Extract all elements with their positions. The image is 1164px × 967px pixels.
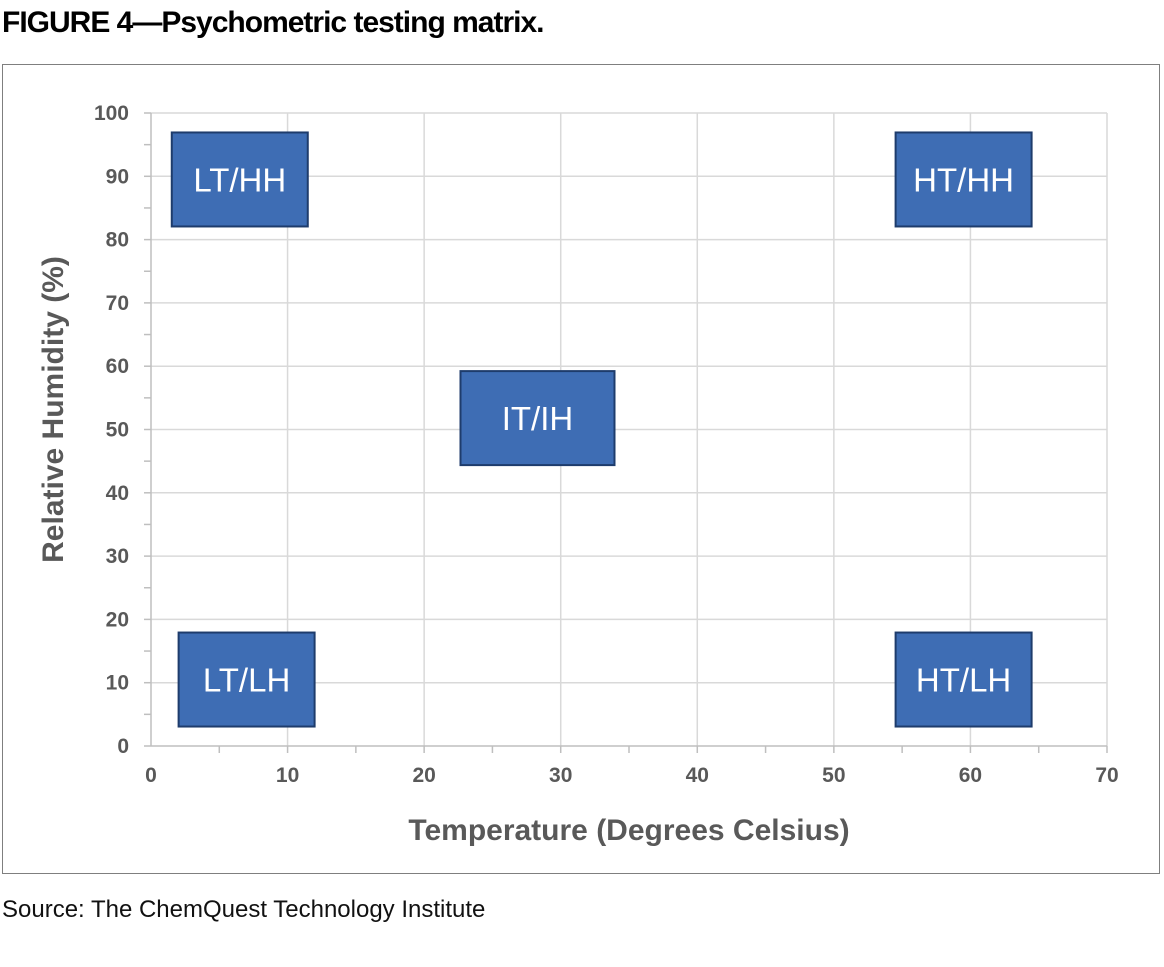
- condition-box-rect: [459, 370, 616, 467]
- condition-box-label: LT/HH: [193, 161, 286, 198]
- y-axis-title: Relative Humidity (%): [37, 256, 70, 563]
- figure-title: FIGURE 4—Psychometric testing matrix.: [2, 6, 544, 39]
- x-tick-label: 40: [686, 764, 709, 787]
- y-tick-label: 60: [106, 355, 129, 378]
- x-tick-label: 60: [959, 764, 982, 787]
- condition-box: LT/LH: [177, 631, 316, 728]
- condition-box-rect: [177, 631, 316, 728]
- condition-box: LT/HH: [170, 131, 309, 228]
- y-tick-label: 70: [106, 292, 129, 315]
- y-tick-label: 20: [106, 608, 129, 631]
- x-tick-label: 20: [412, 764, 435, 787]
- condition-box-label: LT/LH: [203, 662, 290, 699]
- condition-box: HT/LH: [894, 631, 1033, 728]
- condition-box-rect: [170, 131, 309, 228]
- condition-box-rect: [894, 631, 1033, 728]
- condition-box: HT/HH: [894, 131, 1033, 228]
- y-tick-label: 30: [106, 545, 129, 568]
- y-tick-label: 90: [106, 165, 129, 188]
- source-note: Source: The ChemQuest Technology Institu…: [2, 896, 486, 923]
- y-tick-label: 40: [106, 482, 129, 505]
- tick-labels: 0 10 20 30 40 50 60 70 0 10 20 30 40 50 60 70 80 90 100: [94, 102, 1119, 787]
- condition-box-label: IT/IH: [502, 400, 574, 437]
- x-tick-label: 10: [276, 764, 299, 787]
- y-tick-label: 0: [117, 735, 129, 758]
- x-tick-label: 50: [822, 764, 845, 787]
- y-tick-label: 80: [106, 229, 129, 252]
- chart-plot: 0 10 20 30 40 50 60 70 0 10 20 30 40 50 60 70 80 90 100 LT…: [37, 102, 1119, 847]
- condition-box: IT/IH: [459, 370, 616, 467]
- chart-frame: 0 10 20 30 40 50 60 70 0 10 20 30 40 50 60 70 80 90 100 LT…: [2, 64, 1160, 874]
- y-tick-label: 10: [106, 672, 129, 695]
- condition-box-rect: [894, 131, 1033, 228]
- condition-boxes: LT/HH HT/HH IT/IH LT/LH HT/LH: [170, 131, 1033, 728]
- condition-box-label: HT/LH: [916, 662, 1011, 699]
- condition-box-label: HT/HH: [913, 161, 1014, 198]
- x-tick-label: 30: [549, 764, 572, 787]
- y-tick-label: 100: [94, 102, 129, 125]
- axes: [144, 112, 1108, 753]
- x-axis-title: Temperature (Degrees Celsius): [408, 814, 849, 847]
- x-tick-label: 70: [1095, 764, 1118, 787]
- y-tick-label: 50: [106, 419, 129, 442]
- x-tick-label: 0: [145, 764, 157, 787]
